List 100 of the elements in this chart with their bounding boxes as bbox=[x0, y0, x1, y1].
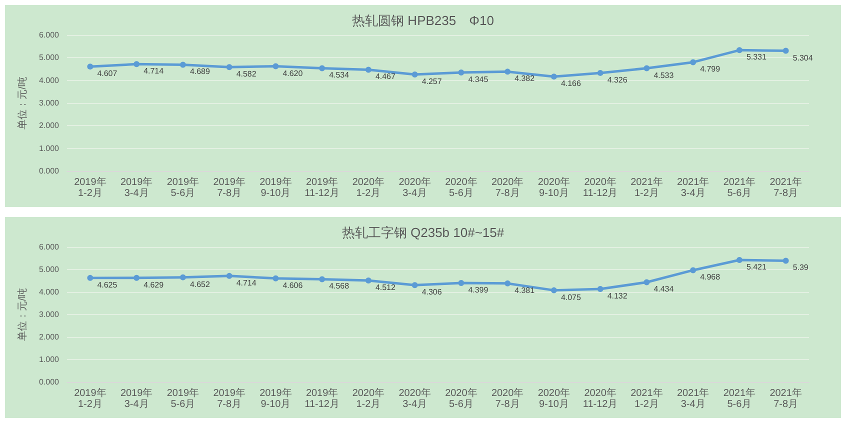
point bbox=[458, 280, 464, 286]
data-label: 4.434 bbox=[654, 284, 674, 294]
y-tick-label: 2.000 bbox=[38, 332, 60, 342]
x-tick-label: 2019年5-6月 bbox=[166, 176, 200, 199]
y-tick-label: 2.000 bbox=[38, 121, 60, 130]
data-label: 5.39 bbox=[792, 263, 809, 272]
x-tick-label: 2019年9-10月 bbox=[260, 387, 292, 410]
x-tick-label: 2020年5-6月 bbox=[445, 176, 478, 199]
x-tick-label: 2020年11-12月 bbox=[582, 176, 618, 199]
point bbox=[180, 274, 186, 280]
data-label: 4.652 bbox=[190, 280, 211, 289]
x-tick-label: 2019年7-8月 bbox=[213, 387, 246, 410]
point bbox=[226, 64, 232, 70]
point bbox=[272, 275, 279, 282]
x-tick-label: 2020年9-10月 bbox=[538, 387, 570, 410]
data-label: 4.625 bbox=[97, 280, 118, 290]
point bbox=[504, 280, 511, 286]
x-tick-label: 2021年1-2月 bbox=[630, 176, 663, 199]
x-tick-label: 2019年3-4月 bbox=[120, 176, 153, 199]
x-tick-label: 2019年1-2月 bbox=[74, 387, 106, 410]
x-tick-label: 2020年7-8月 bbox=[491, 387, 524, 410]
x-tick-label: 2021年3-4月 bbox=[676, 387, 710, 410]
point bbox=[644, 279, 650, 286]
x-tick-label: 2020年1-2月 bbox=[352, 387, 385, 410]
x-tick-label: 2020年7-8月 bbox=[491, 176, 524, 199]
y-tick-label: 4.000 bbox=[38, 76, 60, 85]
x-tick-label: 2021年1-2月 bbox=[630, 387, 663, 410]
chart-title: 热轧圆钢 HPB235 Φ10 bbox=[352, 13, 494, 28]
point bbox=[736, 47, 742, 54]
point bbox=[550, 287, 557, 294]
data-label: 4.166 bbox=[560, 79, 582, 88]
x-tick-label: 2020年11-12月 bbox=[582, 387, 618, 410]
x-tick-label: 2021年7-8月 bbox=[770, 176, 802, 199]
x-tick-label: 2020年5-6月 bbox=[445, 387, 478, 410]
data-label: 4.620 bbox=[282, 68, 304, 78]
chart-title: 热轧工字钢 Q235b 10#~15# bbox=[342, 225, 505, 240]
data-label: 4.606 bbox=[282, 280, 304, 290]
point bbox=[644, 65, 650, 72]
point bbox=[504, 68, 511, 75]
data-label: 4.306 bbox=[422, 288, 442, 297]
point bbox=[597, 286, 604, 292]
y-tick-label: 5.000 bbox=[38, 265, 60, 274]
point bbox=[365, 277, 372, 284]
point bbox=[782, 258, 789, 264]
y-tick-label: 1.000 bbox=[38, 355, 60, 364]
data-label: 5.331 bbox=[746, 52, 768, 62]
data-label: 4.381 bbox=[514, 286, 536, 295]
point bbox=[690, 59, 696, 66]
x-tick-label: 2019年11-12月 bbox=[304, 387, 340, 410]
data-label: 4.968 bbox=[700, 272, 721, 282]
x-tick-label: 2019年11-12月 bbox=[304, 176, 340, 199]
y-tick-label: 5.000 bbox=[38, 53, 60, 62]
data-label: 4.326 bbox=[607, 75, 628, 84]
data-label: 4.257 bbox=[422, 77, 442, 86]
point bbox=[597, 70, 604, 76]
x-tick-label: 2021年3-4月 bbox=[676, 176, 710, 199]
y-tick-label: 3.000 bbox=[38, 310, 60, 319]
point bbox=[458, 70, 464, 76]
point bbox=[87, 274, 94, 281]
point bbox=[87, 64, 94, 70]
x-tick-label: 2019年5-6月 bbox=[166, 387, 200, 410]
data-label: 4.607 bbox=[97, 69, 118, 78]
point bbox=[134, 274, 140, 281]
x-tick-label: 2021年7-8月 bbox=[770, 387, 802, 410]
point bbox=[272, 63, 279, 70]
point bbox=[365, 66, 372, 73]
x-tick-label: 2021年5-6月 bbox=[723, 387, 756, 410]
data-label: 4.533 bbox=[654, 70, 674, 80]
data-label: 4.629 bbox=[144, 280, 164, 290]
x-tick-label: 2020年9-10月 bbox=[538, 176, 570, 199]
data-label: 4.714 bbox=[236, 278, 257, 288]
point bbox=[550, 74, 557, 80]
data-label: 4.382 bbox=[514, 74, 536, 84]
data-label: 4.132 bbox=[607, 292, 628, 301]
point bbox=[319, 65, 326, 72]
y-tick-label: 4.000 bbox=[38, 288, 60, 296]
x-tick-label: 2019年7-8月 bbox=[213, 176, 246, 199]
y-tick-label: 0.000 bbox=[38, 166, 60, 176]
x-tick-label: 2020年3-4月 bbox=[398, 176, 431, 199]
point bbox=[412, 282, 418, 288]
y-axis-title: 单位：元/吨 bbox=[16, 288, 29, 341]
data-label: 4.534 bbox=[329, 70, 350, 80]
x-tick-label: 2019年1-2月 bbox=[74, 176, 106, 199]
x-tick-label: 2019年3-4月 bbox=[120, 387, 153, 410]
point bbox=[180, 62, 186, 68]
data-label: 4.075 bbox=[560, 292, 582, 302]
data-label: 4.689 bbox=[190, 67, 211, 76]
y-tick-label: 0.000 bbox=[38, 378, 60, 386]
point bbox=[134, 61, 140, 68]
point bbox=[412, 72, 418, 78]
y-tick-label: 6.000 bbox=[38, 242, 60, 252]
data-label: 4.799 bbox=[700, 64, 721, 74]
data-label: 5.304 bbox=[792, 53, 814, 62]
y-axis-title: 单位：元/吨 bbox=[16, 76, 29, 130]
x-tick-label: 2019年9-10月 bbox=[260, 176, 292, 199]
data-label: 4.467 bbox=[375, 72, 396, 82]
point bbox=[226, 272, 232, 279]
data-label: 4.714 bbox=[144, 66, 164, 76]
point bbox=[690, 267, 696, 274]
data-label: 4.345 bbox=[468, 75, 489, 84]
